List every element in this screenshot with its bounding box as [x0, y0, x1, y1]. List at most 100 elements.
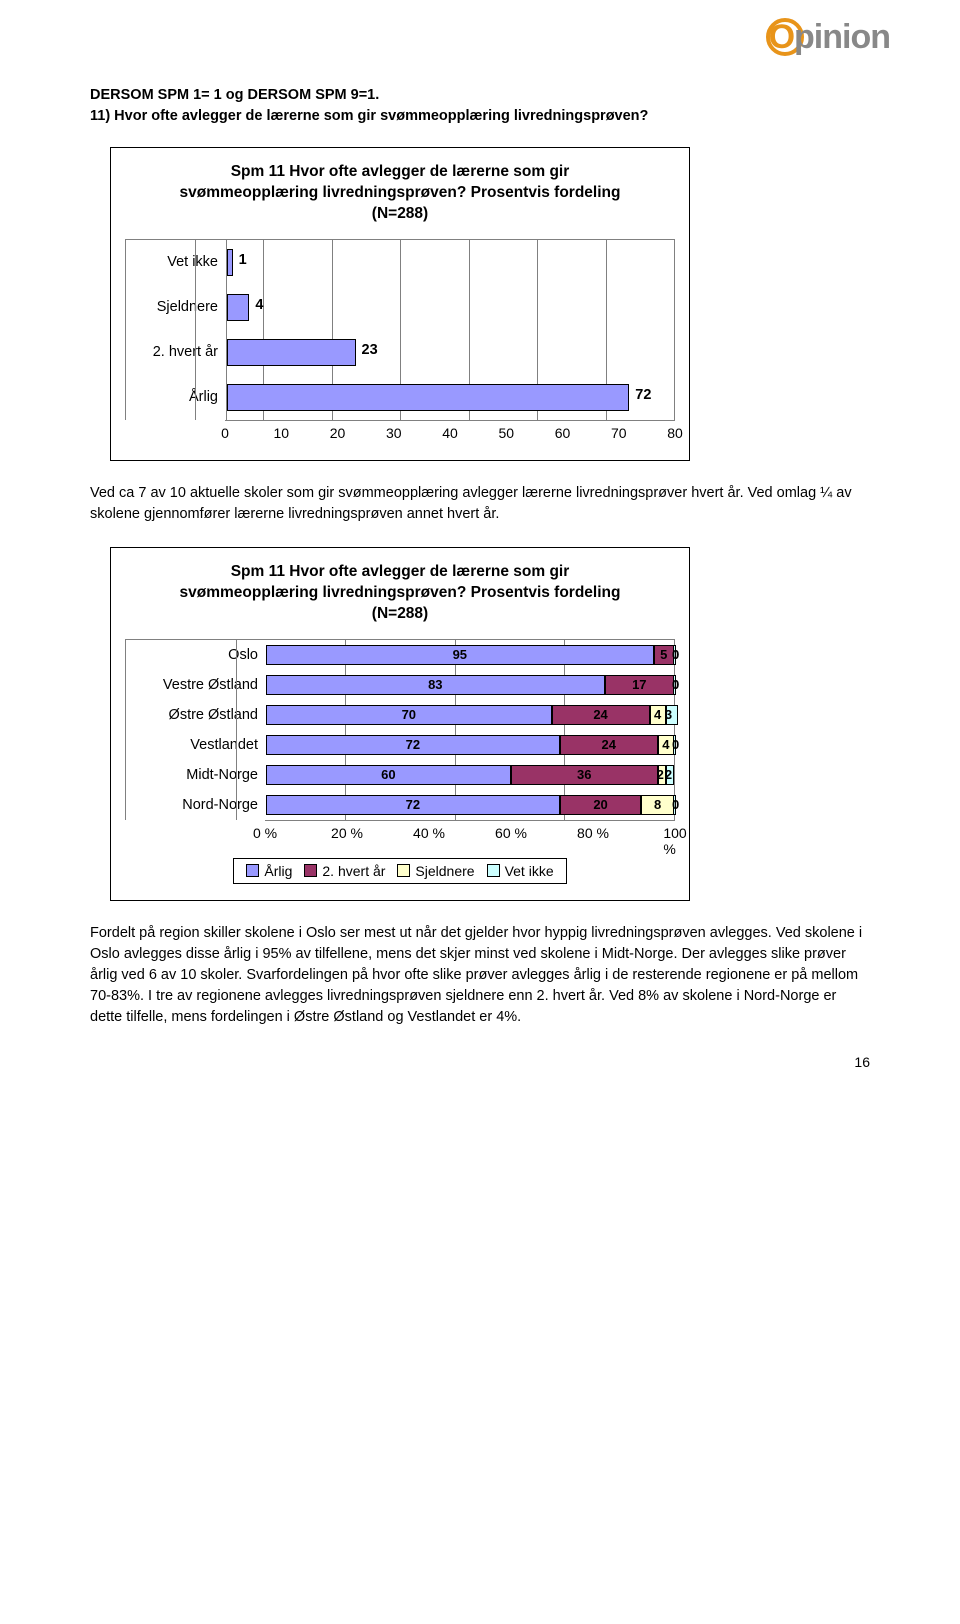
legend-item: Vet ikke [487, 863, 554, 879]
chart2-value-label: 4 [662, 737, 669, 752]
chart1-value-label: 4 [255, 297, 263, 313]
chart2-bar-segment: 2 [666, 765, 674, 785]
chart2-bar-cell: 722440 [266, 730, 674, 760]
legend-label: Sjeldnere [415, 863, 474, 879]
chart2-bar-segment: 36 [511, 765, 658, 785]
chart2-row: Nord-Norge 72 20 80 [126, 790, 674, 820]
chart2-value-label: 0 [672, 737, 679, 752]
legend-label: Vet ikke [505, 863, 554, 879]
chart2-bar-segment: 8 [641, 795, 674, 815]
chart2-bar-segment: 17 [605, 675, 674, 695]
chart2-value-label: 0 [672, 677, 679, 692]
chart2-value-label: 72 [406, 737, 420, 752]
legend-item: Sjeldnere [397, 863, 474, 879]
logo-accent: O [769, 18, 794, 57]
chart2-row: Midt-Norge603622 [126, 760, 674, 790]
chart2-value-label: 2 [657, 767, 664, 782]
chart2-value-label: 17 [632, 677, 646, 692]
chart1-row: 2. hvert år23 [126, 330, 674, 375]
chart2-bar-segment: 95 [266, 645, 654, 665]
chart2-category-label: Vestre Østland [126, 677, 266, 693]
paragraph-1: Ved ca 7 av 10 aktuelle skoler som gir s… [90, 483, 870, 525]
chart2-value-label: 4 [654, 707, 661, 722]
chart1-bar-cell: 72 [226, 375, 674, 420]
chart2-category-label: Midt-Norge [126, 767, 266, 783]
chart1-xtick: 50 [498, 425, 514, 441]
legend-swatch [304, 864, 317, 877]
chart2-value-label: 0 [672, 797, 679, 812]
chart2-bar-segment: 72 [266, 735, 560, 755]
chart2-value-label: 0 [672, 647, 679, 662]
legend-item: Årlig [246, 863, 292, 879]
chart1-plot: Vet ikke1Sjeldnere42. hvert år23Årlig72 [125, 239, 675, 420]
chart2-bar-segment: 3 [666, 705, 678, 725]
chart2-value-label: 24 [601, 737, 615, 752]
chart2-row: Oslo95500 [126, 640, 674, 670]
chart1-row: Årlig72 [126, 375, 674, 420]
chart2-bar-segment: 70 [266, 705, 552, 725]
chart2-panel: Spm 11 Hvor ofte avlegger de lærerne som… [110, 547, 690, 901]
chart2-value-label: 2 [665, 767, 672, 782]
chart1-xaxis: 01020304050607080 [225, 420, 675, 444]
chart2-category-label: Nord-Norge [126, 797, 266, 813]
chart1-category-label: Sjeldnere [126, 299, 226, 315]
chart2-value-label: 95 [453, 647, 467, 662]
chart1-xtick: 70 [611, 425, 627, 441]
chart2-xtick: 80 % [577, 825, 609, 841]
chart2-value-label: 5 [660, 647, 667, 662]
heading-line1: DERSOM SPM 1= 1 og DERSOM SPM 9=1. [90, 85, 870, 106]
chart1-xtick: 80 [667, 425, 683, 441]
chart2-value-label: 3 [665, 707, 672, 722]
chart2-bar-segment: 24 [560, 735, 658, 755]
chart2-value-label: 72 [406, 797, 420, 812]
chart2-bar-cell: 831700 [266, 670, 674, 700]
chart2-bar-segment: 0 [674, 645, 676, 665]
chart1-xtick: 10 [273, 425, 289, 441]
chart2-row: Vestre Østland831700 [126, 670, 674, 700]
logo-text: pinion [794, 18, 890, 56]
chart1-xtick: 20 [330, 425, 346, 441]
legend-swatch [397, 864, 410, 877]
legend-swatch [246, 864, 259, 877]
chart2-value-label: 24 [593, 707, 607, 722]
heading-line2: 11) Hvor ofte avlegger de lærerne som gi… [90, 106, 870, 127]
chart2-bar-segment: 0 [674, 795, 676, 815]
page-number: 16 [854, 1054, 870, 1070]
chart2-bar-segment: 4 [650, 705, 666, 725]
chart1-value-label: 1 [239, 252, 247, 268]
chart1-bar [227, 294, 249, 321]
chart1-bar [227, 339, 356, 366]
chart1-xtick: 40 [442, 425, 458, 441]
chart1-bar [227, 384, 629, 411]
chart1-title: Spm 11 Hvor ofte avlegger de lærerne som… [160, 162, 640, 225]
chart1-xtick: 0 [221, 425, 229, 441]
chart1-category-label: Vet ikke [126, 254, 226, 270]
chart2-value-label: 20 [593, 797, 607, 812]
chart2-bar-cell: 72 20 80 [266, 790, 674, 820]
chart2-category-label: Oslo [126, 647, 266, 663]
chart2-bar-segment: 60 [266, 765, 511, 785]
chart2-value-label: 83 [428, 677, 442, 692]
paragraph-2: Fordelt på region skiller skolene i Oslo… [90, 923, 870, 1028]
chart2-xtick: 100 % [663, 825, 686, 857]
legend-item: 2. hvert år [304, 863, 385, 879]
chart1-row: Sjeldnere 4 [126, 285, 674, 330]
chart2-bar-segment: 72 [266, 795, 560, 815]
chart2-xtick: 0 % [253, 825, 277, 841]
chart2-row: Vestlandet722440 [126, 730, 674, 760]
chart2-xaxis: 0 %20 %40 %60 %80 %100 % [265, 820, 675, 846]
chart2-value-label: 60 [381, 767, 395, 782]
chart1-bar-cell: 23 [226, 330, 674, 375]
chart2-bar-segment: 20 [560, 795, 642, 815]
chart2-bar-cell: 603622 [266, 760, 674, 790]
chart2-bar-cell: 95500 [266, 640, 674, 670]
legend-label: 2. hvert år [322, 863, 385, 879]
chart2-plot: Oslo95500Vestre Østland831700Østre Østla… [125, 639, 675, 820]
chart1-xtick: 30 [386, 425, 402, 441]
legend-swatch [487, 864, 500, 877]
chart2-category-label: Østre Østland [126, 707, 266, 723]
chart2-value-label: 8 [654, 797, 661, 812]
chart1-category-label: 2. hvert år [126, 344, 226, 360]
chart2-category-label: Vestlandet [126, 737, 266, 753]
chart1-category-label: Årlig [126, 389, 226, 405]
